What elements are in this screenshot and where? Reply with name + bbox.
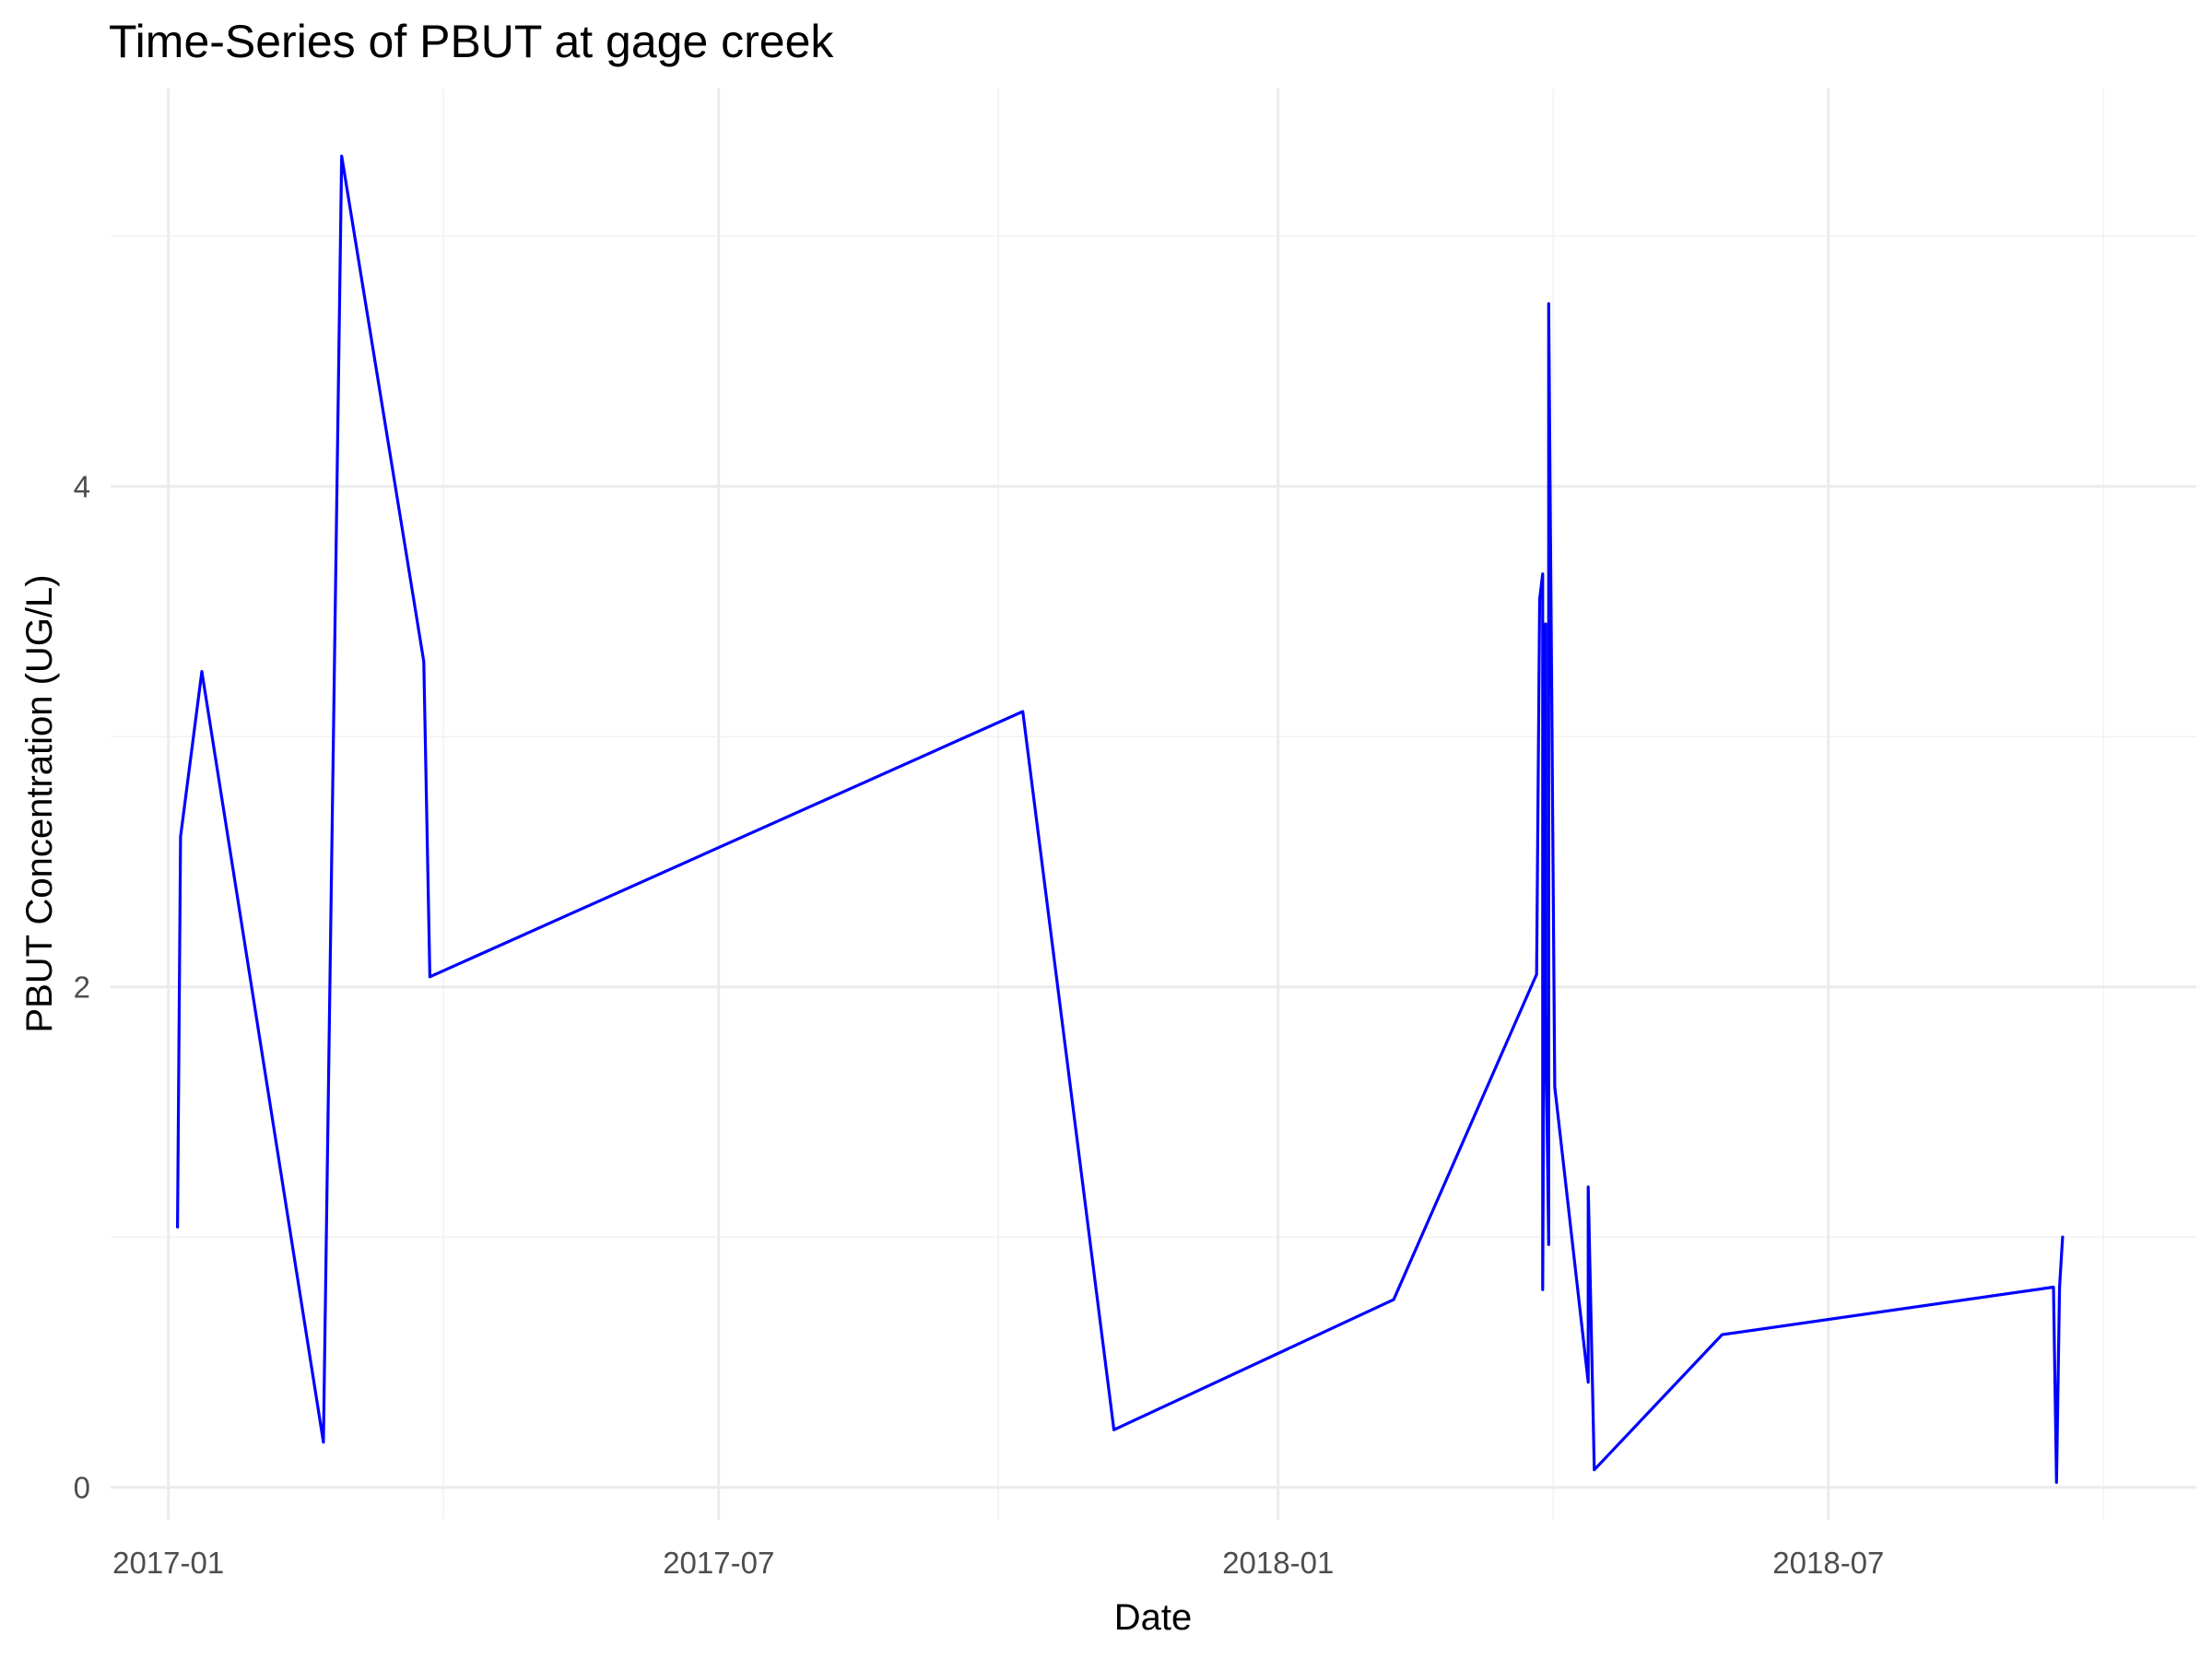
x-tick-label: 2018-07	[1772, 1546, 1884, 1580]
y-tick-label: 4	[74, 470, 90, 504]
y-tick-label: 2	[74, 971, 90, 1005]
x-tick-label: 2017-07	[663, 1546, 774, 1580]
series-layer	[176, 154, 2065, 1484]
major-gridlines	[111, 88, 2196, 1520]
x-tick-label: 2018-01	[1222, 1546, 1334, 1580]
y-axis-title: PBUT Concentration (UG/L)	[19, 574, 60, 1032]
x-axis-title: Date	[1114, 1597, 1193, 1638]
plot-panel	[111, 88, 2196, 1520]
x-axis-tick-labels: 2017-01 2017-07 2018-01 2018-07	[112, 1546, 1884, 1580]
minor-gridlines	[111, 88, 2196, 1520]
series-line-0	[176, 154, 2065, 1484]
y-tick-label: 0	[74, 1471, 90, 1505]
chart-title: Time-Series of PBUT at gage creek	[109, 16, 834, 67]
y-axis-tick-labels: 0 2 4	[74, 470, 90, 1505]
x-tick-label: 2017-01	[112, 1546, 224, 1580]
